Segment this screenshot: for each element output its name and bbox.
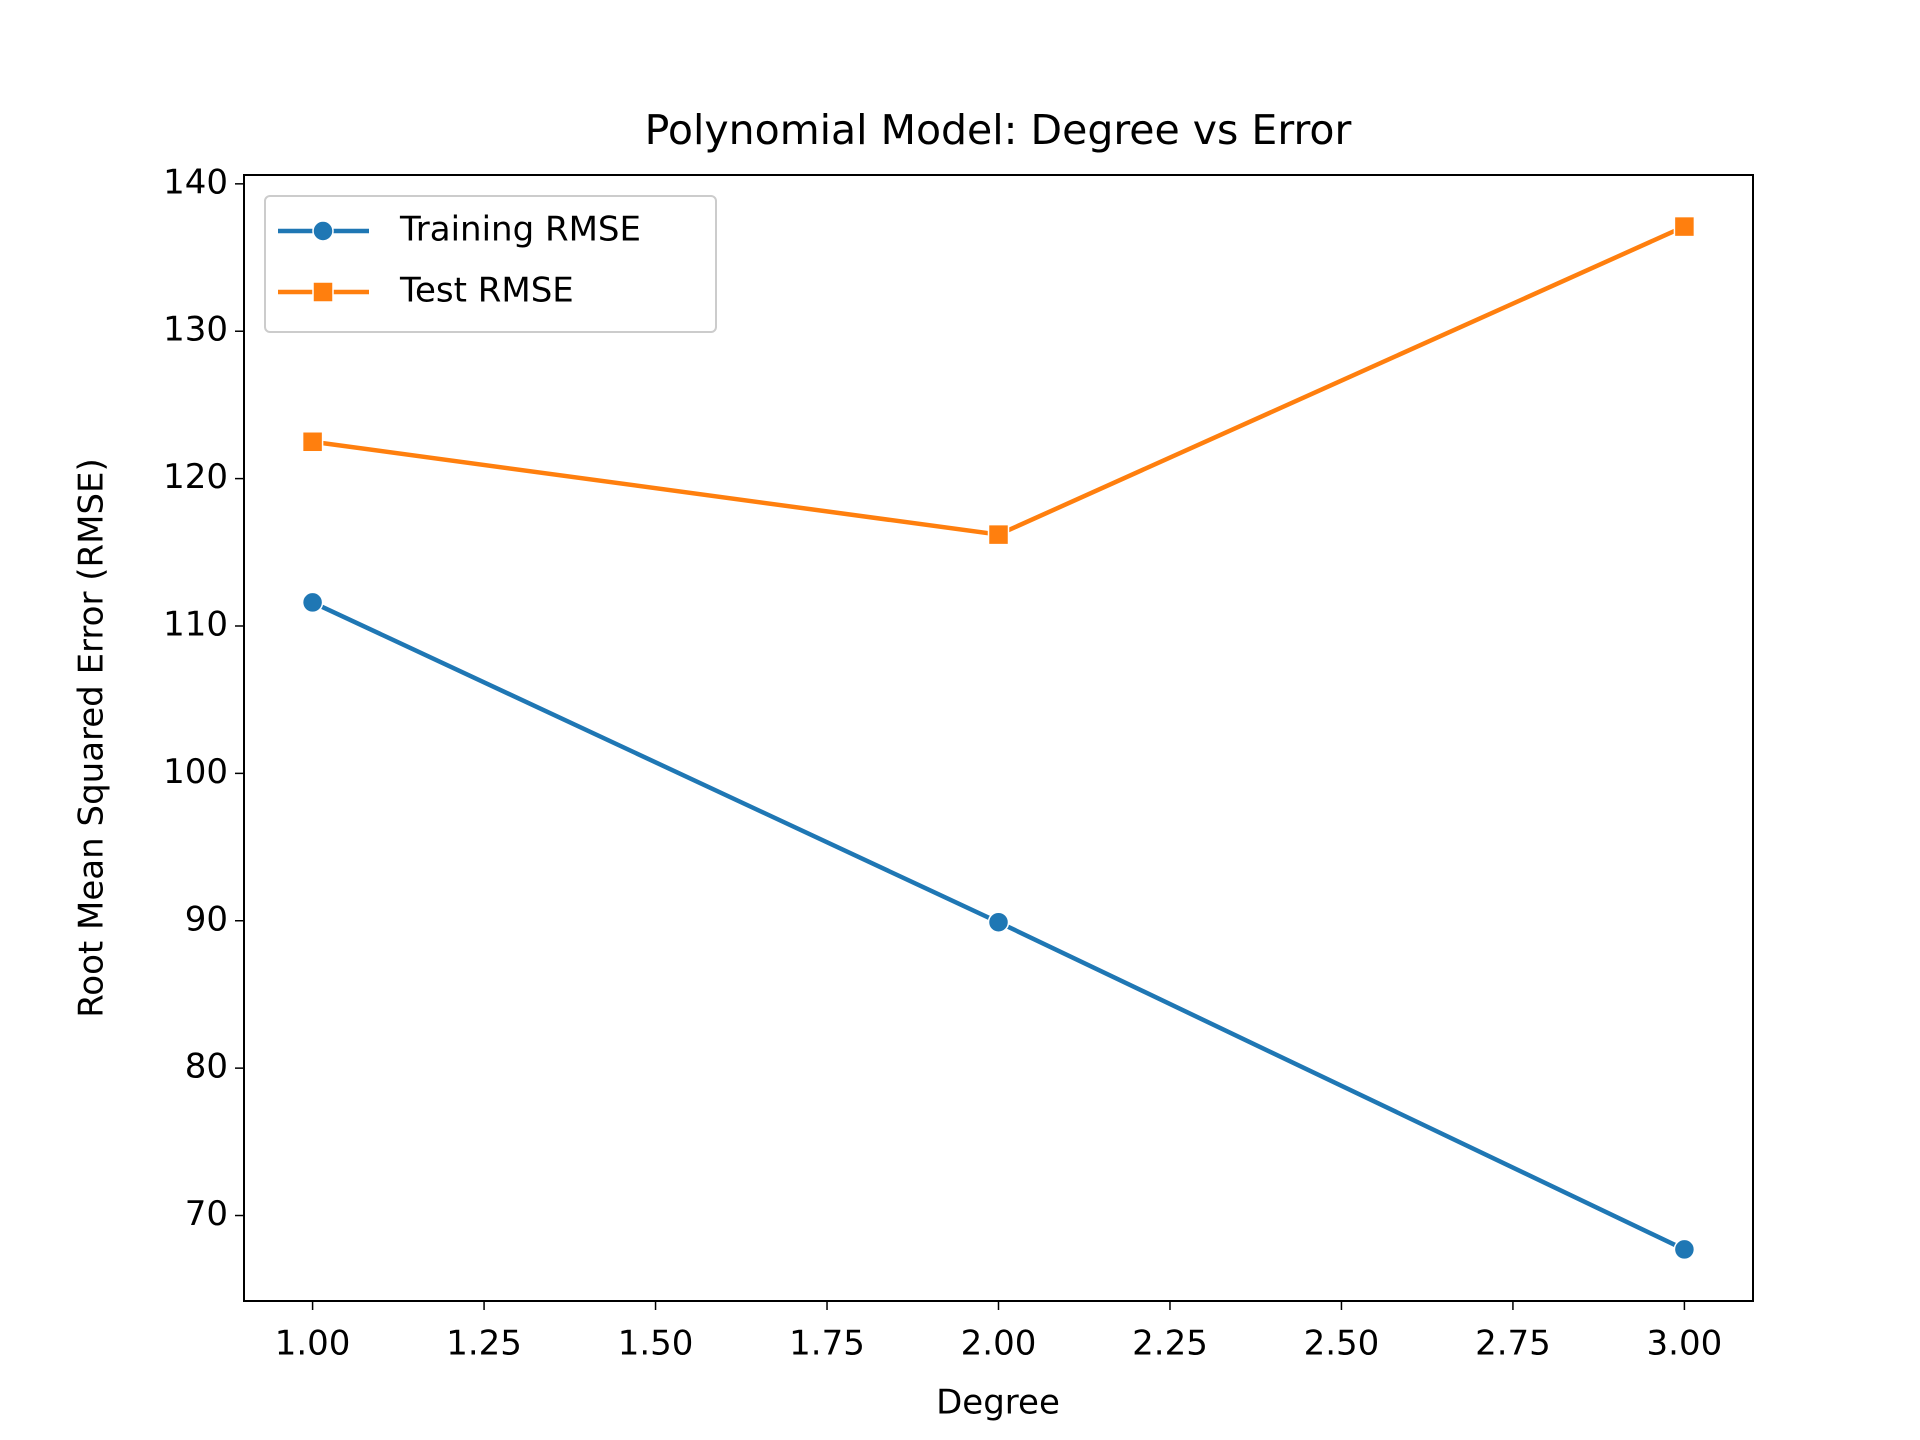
y-tick-label: 80 (185, 1047, 228, 1087)
x-tick-label: 2.75 (1475, 1324, 1551, 1364)
x-tick-label: 1.00 (275, 1324, 351, 1364)
x-tick-label: 2.25 (1132, 1324, 1208, 1364)
x-tick-label: 1.50 (618, 1324, 694, 1364)
legend-box (264, 195, 717, 333)
legend-marker (312, 281, 334, 303)
x-tick-label: 1.25 (446, 1324, 522, 1364)
y-tick-label: 100 (163, 752, 228, 792)
data-point (987, 523, 1010, 546)
data-point (1673, 215, 1696, 238)
x-tick-label: 1.75 (789, 1324, 865, 1364)
y-axis-label: Root Mean Squared Error (RMSE) (72, 458, 112, 1018)
data-point (301, 591, 324, 614)
data-point (1673, 1238, 1696, 1261)
y-tick-label: 130 (163, 310, 228, 350)
data-point (987, 911, 1010, 933)
x-tick-label: 2.00 (961, 1324, 1037, 1364)
plot-frame (243, 174, 1754, 1302)
x-tick-label: 2.50 (1304, 1324, 1380, 1364)
chart-title: Polynomial Model: Degree vs Error (645, 106, 1352, 154)
y-tick-label: 70 (185, 1194, 228, 1234)
y-tick-label: 110 (163, 604, 228, 644)
legend-label: Training RMSE (399, 210, 641, 250)
x-axis-label: Degree (936, 1383, 1060, 1423)
y-tick-label: 140 (163, 162, 228, 202)
data-point (301, 431, 324, 453)
y-tick-label: 90 (185, 899, 228, 939)
legend-label: Test RMSE (399, 271, 574, 311)
x-tick-label: 3.00 (1647, 1324, 1723, 1364)
legend-marker (312, 220, 334, 242)
y-tick-label: 120 (163, 457, 228, 497)
